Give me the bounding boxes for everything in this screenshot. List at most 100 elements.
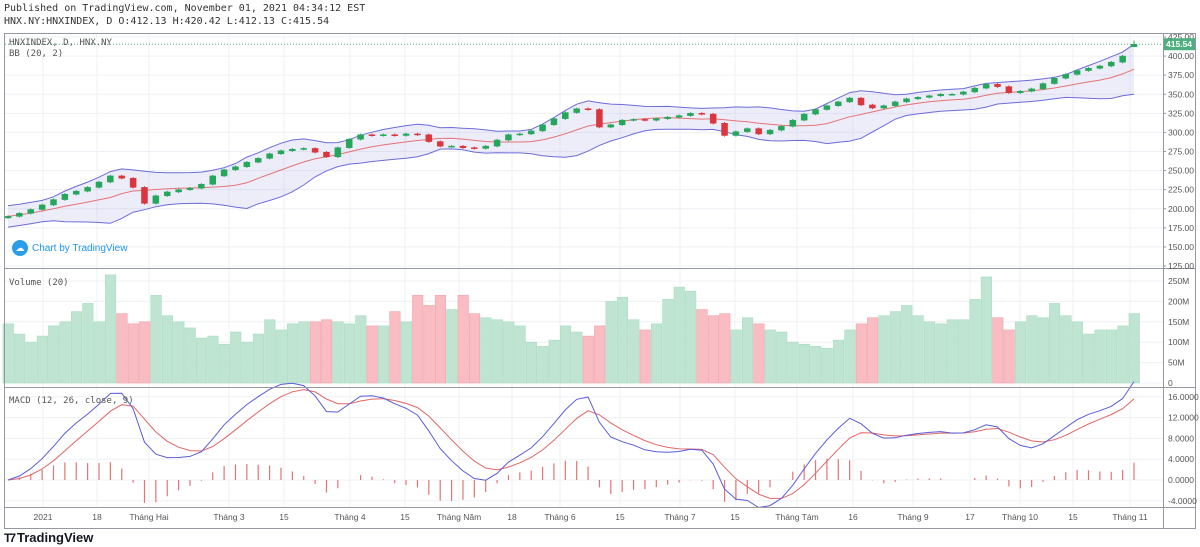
volume-bar <box>537 345 549 384</box>
volume-bar <box>309 321 321 384</box>
time-axis-label: 15 <box>400 512 410 522</box>
candle-body <box>926 95 933 98</box>
candle-body <box>107 175 114 183</box>
volume-bar <box>821 348 833 384</box>
volume-axis-label: 0 <box>1168 378 1173 388</box>
volume-bar <box>639 329 651 384</box>
volume-bar <box>389 311 401 384</box>
candle-body <box>391 134 398 136</box>
candle-body <box>1085 68 1092 71</box>
watermark[interactable]: ☁ Chart by TradingView <box>12 240 127 256</box>
candle-body <box>459 145 467 148</box>
volume-bar <box>1003 329 1015 384</box>
candle-body <box>766 129 774 135</box>
candle-body <box>209 175 216 185</box>
time-axis-label: Tháng 7 <box>664 512 695 522</box>
volume-bar <box>787 341 799 384</box>
candle-body <box>539 124 546 132</box>
candle-body <box>596 109 603 128</box>
candle-body <box>95 181 103 188</box>
candle-body <box>198 184 205 189</box>
candle-body <box>937 94 944 97</box>
candle-body <box>345 139 353 148</box>
time-axis-label: Tháng Hai <box>129 512 168 522</box>
candle-body <box>72 190 80 195</box>
volume-bar <box>753 323 765 384</box>
volume-bar <box>241 341 253 384</box>
candle-body <box>880 105 888 109</box>
time-axis-label: Tháng Năm <box>437 512 481 522</box>
volume-bar <box>298 321 310 384</box>
time-axis-label: Tháng 11 <box>1112 512 1148 522</box>
volume-bar <box>378 325 390 384</box>
time-axis-label: 18 <box>507 512 517 522</box>
candle-body <box>857 97 865 106</box>
price-axis-label: 300.00 <box>1168 127 1194 137</box>
chart-frame <box>4 33 1196 529</box>
volume-bar <box>218 343 230 384</box>
volume-bar <box>207 335 219 384</box>
watermark-text: Chart by TradingView <box>32 242 128 254</box>
candle-body <box>744 128 751 132</box>
macd-axis-label: 4.0000 <box>1168 454 1194 464</box>
candle-body <box>368 134 376 136</box>
volume-bars <box>2 274 1140 384</box>
volume-bar <box>321 319 333 384</box>
price-axis-label: 225.00 <box>1168 185 1194 195</box>
candle-body <box>482 145 489 149</box>
volume-bar <box>93 321 105 384</box>
volume-bar <box>446 309 458 384</box>
volume-bar <box>48 325 60 384</box>
macd-title: MACD (12, 26, close, 9) <box>9 396 134 406</box>
volume-bar <box>161 315 174 384</box>
macd-signal-line <box>7 389 1135 499</box>
bb-lower-line <box>7 93 1135 228</box>
volume-bar <box>59 321 71 384</box>
candle-body <box>573 108 580 113</box>
volume-bar <box>400 321 412 384</box>
volume-bar <box>673 286 685 384</box>
time-axis-label: 15 <box>1068 512 1078 522</box>
candle-body <box>289 148 296 151</box>
candle-body <box>311 148 319 153</box>
volume-bar <box>116 313 128 384</box>
candle-body <box>493 139 501 147</box>
price-axis-label: 350.00 <box>1168 89 1194 99</box>
volume-bar <box>469 313 481 384</box>
footer-logo[interactable]: T7 TradingView <box>4 530 93 545</box>
candle-body <box>630 119 637 121</box>
volume-bar <box>196 337 208 384</box>
candle-body <box>414 133 421 136</box>
volume-bar <box>1105 329 1118 384</box>
candle-body <box>664 116 671 119</box>
candle-body <box>38 204 46 210</box>
volume-bar <box>1037 317 1049 384</box>
volume-bar <box>764 329 776 384</box>
candle-body <box>800 113 808 121</box>
time-axis-label: Tháng Tám <box>775 512 818 522</box>
volume-bar <box>275 329 287 384</box>
volume-bar <box>798 343 810 384</box>
volume-bar <box>2 323 14 384</box>
candle-body <box>471 147 478 149</box>
price-pane-title: HNXINDEX, D, HNX.NY <box>9 38 113 48</box>
candle-body <box>516 133 524 136</box>
candle-body <box>618 119 626 126</box>
macd-axis-label: -4.0000 <box>1168 496 1197 506</box>
candle-body <box>1017 90 1024 93</box>
volume-bar <box>560 325 572 384</box>
candle-body <box>755 128 762 135</box>
volume-bar <box>867 317 879 384</box>
volume-bar <box>1117 325 1129 384</box>
time-axis-label: 16 <box>848 512 858 522</box>
candle-body <box>357 134 364 140</box>
volume-bar <box>184 327 196 384</box>
volume-bar <box>719 313 731 384</box>
volume-bar <box>628 319 640 384</box>
volume-bar <box>230 331 242 384</box>
volume-bar <box>992 317 1004 384</box>
candle-body <box>186 187 194 190</box>
frame-border <box>4 33 1196 529</box>
candle-body <box>436 141 444 147</box>
